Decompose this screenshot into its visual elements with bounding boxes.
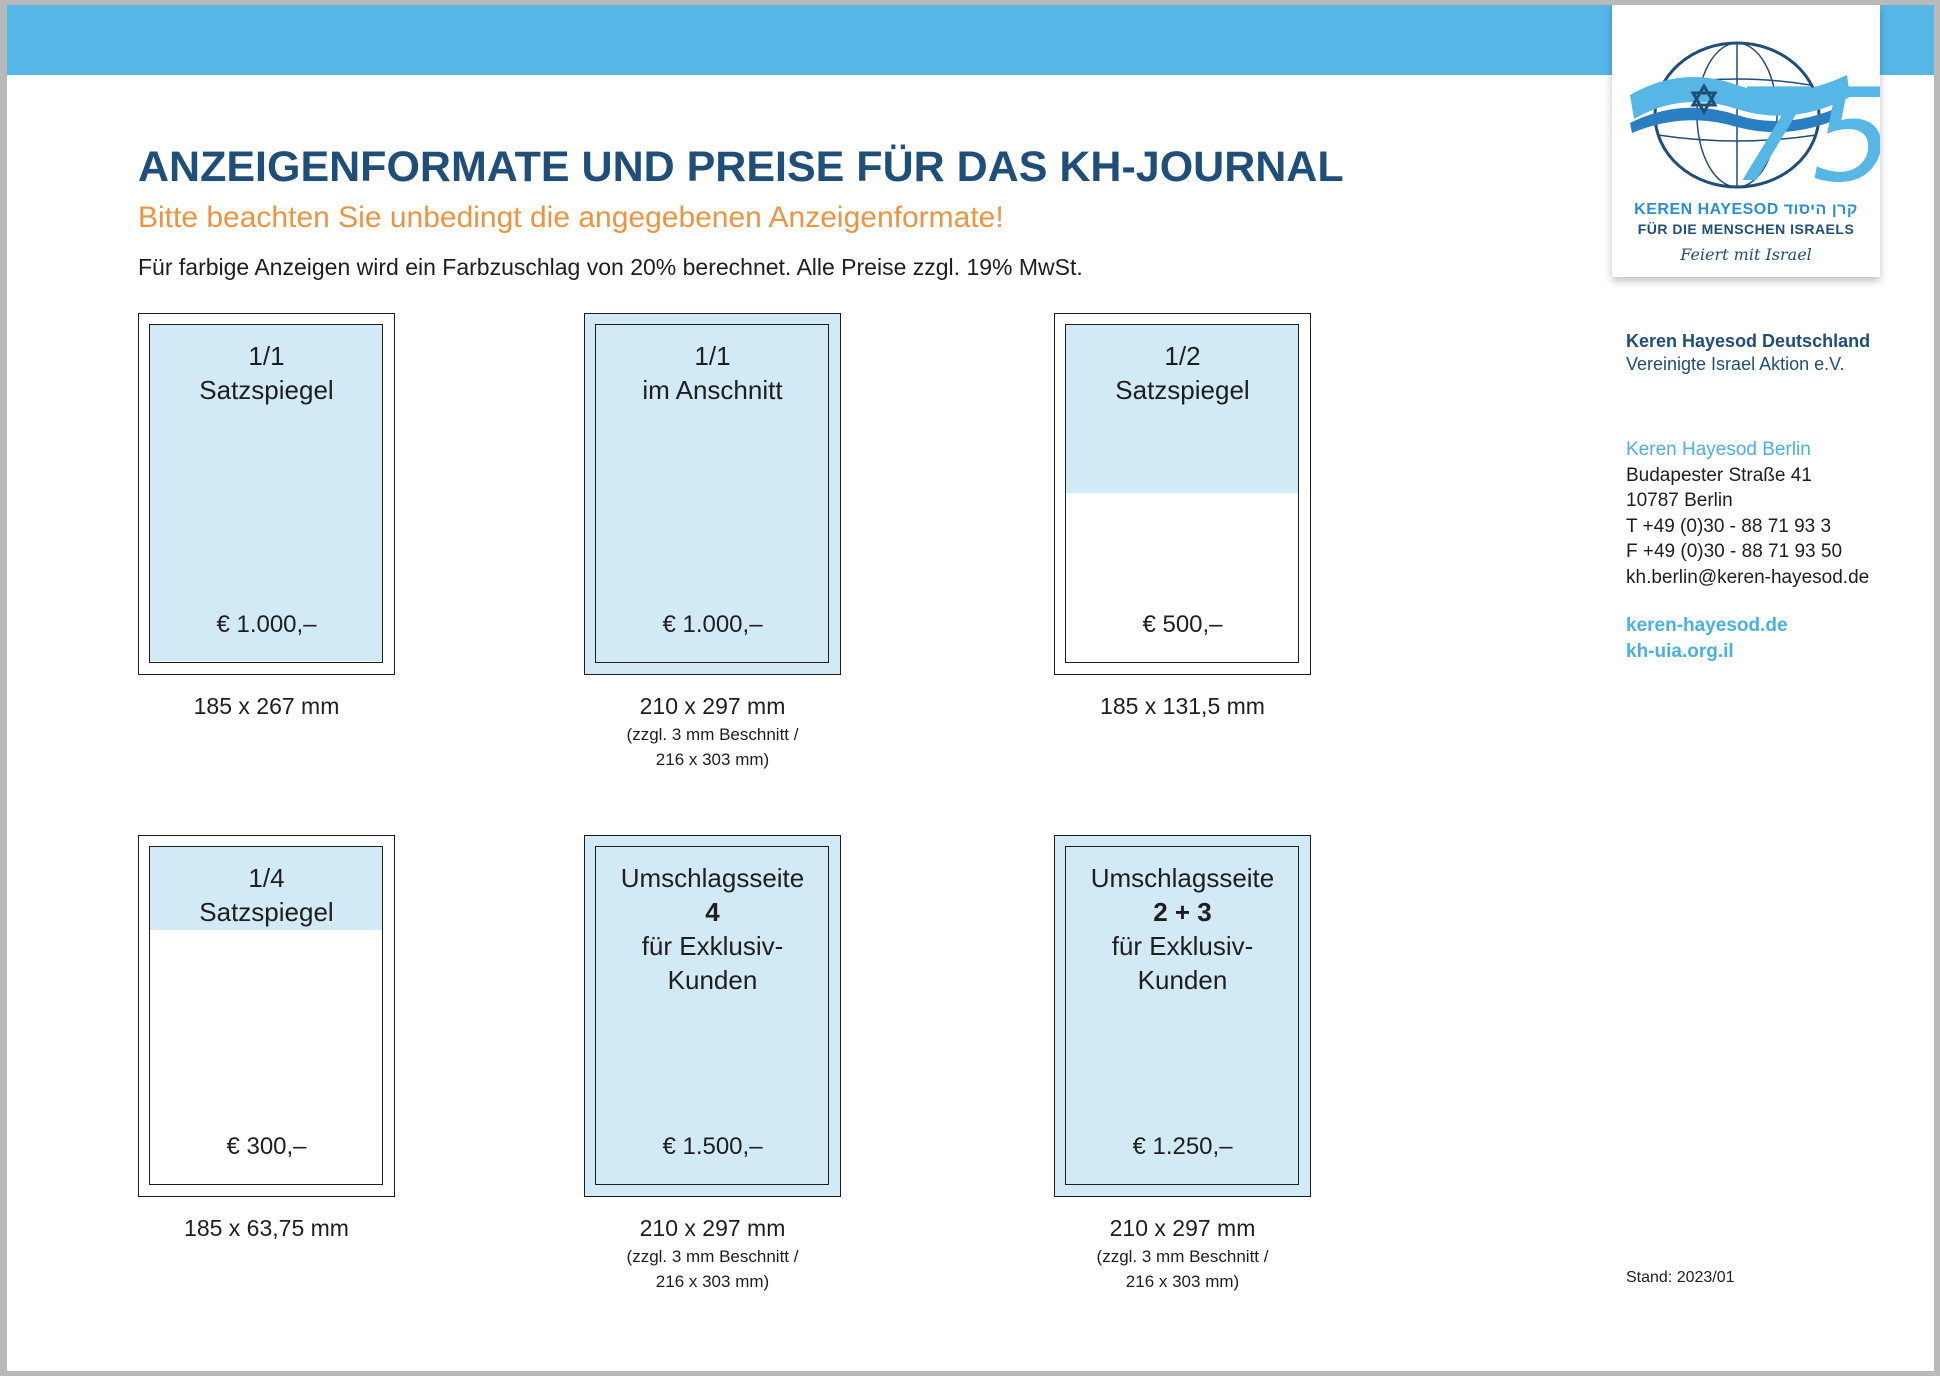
price-note: Für farbige Anzeigen wird ein Farbzuschl… — [138, 254, 1083, 280]
ad-page-outline — [138, 835, 395, 1197]
ad-format-1-4-satzspiegel: 1/4 Satzspiegel € 300,– — [138, 835, 395, 1197]
ad-dimension: 210 x 297 mm (zzgl. 3 mm Beschnitt /216 x… — [1096, 1215, 1269, 1291]
ad-area — [149, 846, 383, 931]
postal-city: 10787 Berlin — [1626, 490, 1733, 511]
logo: 75 KEREN HAYESOD קרן היסוד FÜR DIE MENSC… — [1612, 5, 1880, 277]
ad-area — [1065, 324, 1299, 493]
ad-type-area — [1065, 846, 1299, 1185]
ad-label: 1/1 im Anschnitt — [642, 341, 783, 405]
ad-format-1-2-satzspiegel: 1/2 Satzspiegel € 500,– — [1054, 313, 1311, 675]
ad-page-outline — [584, 835, 841, 1197]
logo-line-3: Feiert mit Israel — [1680, 245, 1812, 264]
ad-format-1-1-anschnitt: 1/1 im Anschnitt € 1.000,– — [584, 313, 841, 675]
ad-page-outline — [1054, 313, 1311, 675]
logo-graphic: 75 — [1630, 41, 1880, 200]
ad-dimension: 185 x 267 mm — [193, 693, 340, 719]
ad-type-area — [595, 846, 829, 1185]
office-name: Keren Hayesod Berlin — [1626, 439, 1811, 460]
ad-type-area — [149, 324, 383, 663]
logo-line-1: KEREN HAYESOD קרן היסוד — [1634, 201, 1858, 218]
ad-type-area — [595, 324, 829, 663]
page-subtitle: Bitte beachten Sie unbedingt die angegeb… — [138, 201, 1004, 234]
office-address: Keren Hayesod Berlin Budapester Straße 4… — [1626, 437, 1869, 590]
ad-price: € 1.250,– — [1132, 1133, 1233, 1160]
svg-text:75: 75 — [1731, 62, 1880, 200]
ad-dimension: 210 x 297 mm (zzgl. 3 mm Beschnitt /216 x… — [626, 1215, 799, 1291]
page: 75 KEREN HAYESOD קרן היסוד FÜR DIE MENSC… — [7, 5, 1934, 1371]
email-link[interactable]: kh.berlin@keren-hayesod.de — [1626, 566, 1870, 588]
ad-page-outline — [1054, 835, 1311, 1197]
ad-price: € 1.000,– — [216, 611, 317, 638]
fax: F +49 (0)30 - 88 71 93 50 — [1626, 541, 1843, 562]
ad-area — [149, 324, 383, 661]
ad-type-area — [1065, 324, 1299, 663]
ad-price: € 300,– — [226, 1133, 307, 1160]
ad-type-area — [149, 846, 383, 1185]
ad-label: 1/4 Satzspiegel — [199, 863, 334, 927]
org-name: Keren Hayesod Deutschland Vereinigte Isr… — [1626, 331, 1871, 374]
page-title: ANZEIGENFORMATE UND PREISE FÜR DAS KH-JO… — [138, 143, 1344, 191]
ad-dimension: 185 x 63,75 mm — [184, 1215, 349, 1241]
logo-line-2: FÜR DIE MENSCHEN ISRAELS — [1637, 221, 1855, 237]
ad-dimension: 185 x 131,5 mm — [1100, 693, 1265, 719]
ad-label: Umschlagsseite 4 für Exklusiv- Kunden — [620, 863, 805, 995]
ad-page-outline — [584, 313, 841, 675]
web-link-keren-hayesod[interactable]: keren-hayesod.de — [1626, 615, 1788, 636]
ad-format-1-1-satzspiegel: 1/1 Satzspiegel € 1.000,– — [138, 313, 395, 675]
ad-page-outline — [138, 313, 395, 675]
ad-format-umschlagsseite-2-3: Umschlagsseite 2 + 3 für Exklusiv- Kunden €… — [1054, 835, 1311, 1197]
phone: T +49 (0)30 - 88 71 93 3 — [1626, 515, 1832, 537]
ad-price: € 1.000,– — [662, 611, 763, 638]
stand-date: Stand: 2023/01 — [1626, 1269, 1735, 1286]
ad-label: Umschlagsseite 2 + 3 für Exklusiv- Kunden — [1090, 863, 1275, 995]
ad-format-umschlagsseite-4: Umschlagsseite 4 für Exklusiv- Kunden € 1.5… — [584, 835, 841, 1197]
ad-label: 1/2 Satzspiegel — [1115, 341, 1250, 405]
street: Budapester Straße 41 — [1626, 464, 1812, 486]
web-link-kh-uia[interactable]: kh-uia.org.il — [1626, 640, 1734, 662]
web-links: keren-hayesod.de kh-uia.org.il — [1626, 613, 1788, 664]
ad-price: € 500,– — [1142, 611, 1223, 638]
ad-dimension: 210 x 297 mm (zzgl. 3 mm Beschnitt /216 x… — [626, 693, 799, 769]
ad-price: € 1.500,– — [662, 1133, 763, 1160]
ad-label: 1/1 Satzspiegel — [199, 341, 334, 405]
